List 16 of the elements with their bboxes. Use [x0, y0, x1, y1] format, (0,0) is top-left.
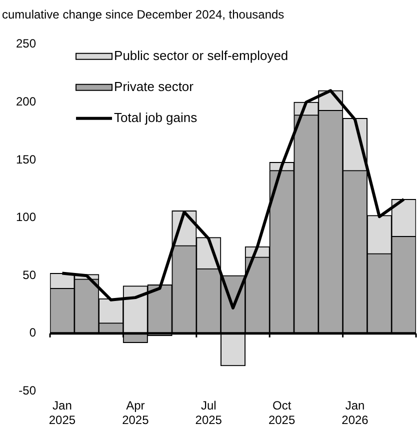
y-tick-label: 100 [16, 210, 36, 224]
legend-label: Public sector or self-employed [114, 48, 288, 63]
y-tick-label: -50 [18, 384, 36, 398]
x-tick-label: Apr 2025 [122, 398, 150, 428]
y-tick-label: 250 [16, 36, 36, 51]
legend-label: Total job gains [114, 110, 198, 125]
x-tick-label: Oct 2025 [268, 398, 296, 428]
chart-title: cumulative change since December 2024, thousands [2, 8, 284, 22]
x-tick-label: Jan 2025 [48, 398, 76, 428]
x-tick-label: Jan 2026 [342, 398, 369, 428]
y-tick-label: 150 [16, 152, 36, 166]
legend-label: Private sector [114, 78, 194, 94]
y-tick-label: 0 [29, 326, 36, 340]
y-tick-label: 50 [22, 268, 36, 282]
y-tick-label: 200 [16, 94, 36, 109]
x-tick-label: Jul 2025 [195, 398, 222, 428]
